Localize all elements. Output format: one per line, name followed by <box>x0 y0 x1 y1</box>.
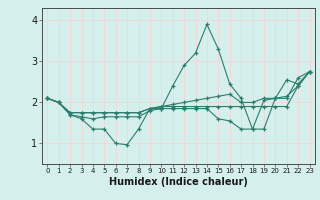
X-axis label: Humidex (Indice chaleur): Humidex (Indice chaleur) <box>109 177 248 187</box>
